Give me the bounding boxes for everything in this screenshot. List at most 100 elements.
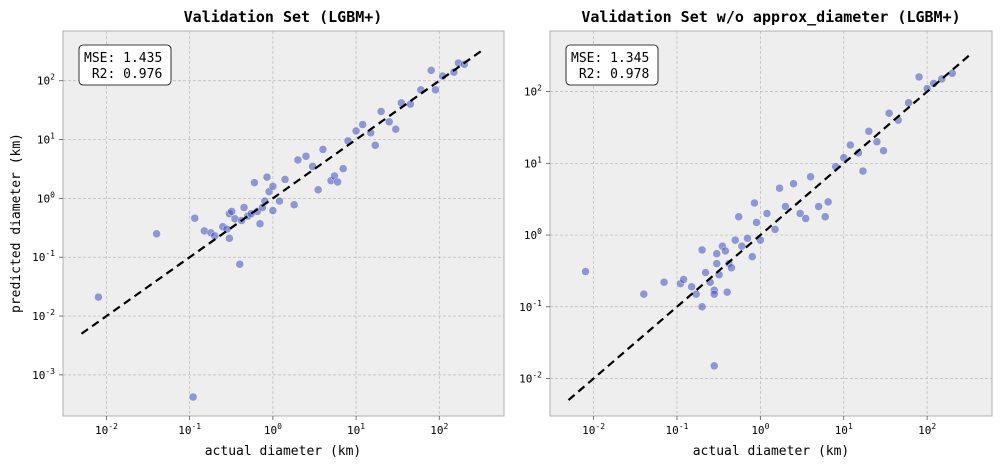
scatter-point [262, 172, 272, 182]
scatter-point [731, 235, 740, 245]
chart-left: 10-2 10-1 100 101 102 10-310-210-1100101102 … [9, 8, 505, 459]
scatter-point [313, 185, 323, 194]
stats-box: MSE: 1.435 R2: 0.976 [78, 44, 172, 86]
grid [550, 31, 992, 416]
y-tick-label: 10-2 [32, 308, 55, 323]
scatter-point [839, 153, 848, 162]
scatter-point [225, 234, 234, 243]
scatter-point [235, 260, 244, 269]
y-tick-label: 101 [37, 132, 55, 147]
scatter-point [275, 196, 284, 206]
scatter-point [280, 175, 290, 184]
scatter-point [687, 282, 696, 291]
x-axis-label: actual diameter (km) [205, 444, 362, 459]
scatter-point [806, 172, 815, 181]
scatter-point [406, 99, 415, 109]
scatter-point [795, 209, 805, 218]
scatter-point [884, 109, 894, 118]
stats-box: MSE: 1.345 R2: 0.978 [565, 44, 659, 86]
scatter-point [293, 155, 303, 165]
scatter-point [801, 214, 810, 223]
scatter-point [333, 177, 342, 187]
scatter-point [639, 289, 648, 299]
scatter-point [338, 164, 348, 173]
chart-title: Validation Set (LGBM+) [184, 8, 383, 26]
x-ticks: 10-2 10-1 100 101 102 [95, 416, 448, 437]
x-tick-label: 102 [430, 422, 448, 437]
scatter-point [864, 127, 874, 136]
x-axis-label: actual diameter (km) [693, 444, 850, 459]
grid [63, 31, 504, 416]
scatter-point [712, 249, 721, 258]
scatter-point [752, 218, 761, 227]
y-ticks: 10-3 10-2 10-1 100 101 102 [32, 73, 63, 382]
scatter-point [737, 241, 747, 251]
x-tick-label: 100 [751, 422, 769, 437]
scatter-point [775, 184, 784, 193]
scatter-point [781, 202, 790, 211]
plot-area [549, 30, 993, 417]
y-ticks: 10-2 10-1 100 101 102 [519, 84, 550, 385]
scatter-point [289, 200, 299, 209]
scatter-point [814, 202, 823, 211]
scatter-point [691, 289, 701, 299]
scatter-point [734, 212, 743, 221]
x-tick-label: 10-1 [178, 422, 201, 437]
scatter-point [914, 72, 924, 82]
scatter-point [188, 392, 198, 402]
x-tick-label: 102 [918, 422, 936, 437]
y-tick-label: 10-3 [32, 367, 55, 382]
scatter-point [255, 219, 265, 228]
scatter-point [301, 152, 311, 161]
scatter-point [743, 234, 752, 243]
scatter-point [697, 245, 707, 255]
y-axis-label: predicted diameter (km) [9, 133, 24, 313]
y-tick-label: 10-1 [32, 249, 55, 264]
scatter-point [904, 98, 913, 107]
scatter-point [376, 107, 386, 116]
scatter-point [268, 206, 278, 215]
scatter-point [750, 198, 759, 208]
scatter-point [748, 252, 757, 261]
scatter-point [250, 178, 259, 187]
scatter-point [846, 140, 855, 150]
scatter-point [823, 197, 833, 207]
scatter-point [239, 203, 249, 212]
chart-title: Validation Set w/o approx_diameter (LGBM… [581, 8, 960, 26]
scatter-points [581, 69, 957, 371]
scatter-point [679, 275, 688, 284]
scatter-point [358, 120, 367, 129]
scatter-point [152, 229, 161, 239]
r2-label: R2: 0.976 [84, 67, 162, 82]
reference-line [80, 47, 486, 335]
scatter-point [712, 259, 721, 268]
chart-right: 10-2 10-1 100 101 102 10-2 10-1 100 101 102 MSE:… [519, 8, 993, 459]
scatter-point [351, 126, 361, 136]
scatter-point [727, 263, 736, 272]
scatter-point [659, 278, 669, 287]
scatter-point [190, 214, 199, 223]
y-tick-label: 102 [37, 73, 55, 88]
scatter-point [581, 267, 590, 276]
x-tick-label: 101 [347, 422, 365, 437]
scatter-point [722, 287, 732, 297]
x-tick-label: 10-1 [666, 422, 689, 437]
x-tick-label: 10-2 [582, 422, 605, 437]
scatter-point [710, 361, 719, 371]
scatter-point [721, 246, 730, 256]
scatter-point [697, 302, 707, 311]
plot-area [62, 30, 505, 417]
scatter-point [318, 145, 328, 154]
reference-line [567, 51, 974, 401]
x-tick-label: 101 [835, 422, 853, 437]
y-tick-label: 100 [37, 190, 55, 205]
scatter-point [268, 182, 278, 191]
r2-label: R2: 0.978 [571, 67, 649, 82]
scatter-point [371, 141, 380, 150]
y-tick-label: 100 [524, 227, 542, 242]
scatter-point [821, 212, 830, 221]
scatter-point [789, 179, 798, 188]
scatter-point [384, 117, 394, 127]
scatter-point [427, 66, 436, 75]
